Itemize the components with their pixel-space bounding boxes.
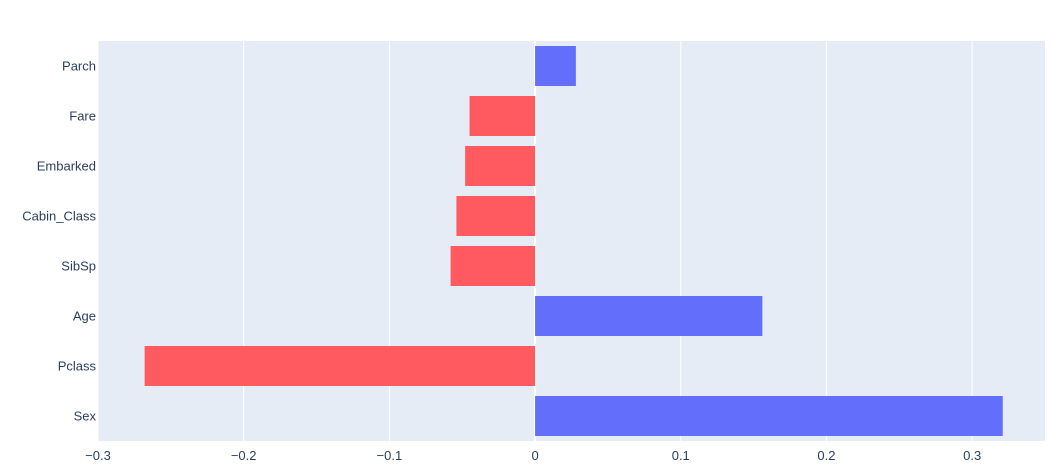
bar-sex: [535, 396, 1003, 436]
x-axis-tick-labels: −0.3 −0.2 −0.1 0 0.1 0.2 0.3: [85, 448, 981, 463]
bar-cabin-class: [456, 196, 536, 236]
y-tick-label: Pclass: [58, 359, 97, 374]
bars: [144, 46, 1003, 436]
bar-parch: [535, 46, 576, 86]
y-tick-label: Age: [73, 309, 96, 324]
bar-sibsp: [450, 246, 536, 286]
y-tick-label: Cabin_Class: [22, 209, 96, 224]
x-tick-label: −0.3: [85, 448, 111, 463]
y-axis-tick-labels: Sex Pclass Age SibSp Cabin_Class Embarked Fare…: [22, 59, 96, 424]
bar-pclass: [144, 346, 536, 386]
x-tick-label: −0.1: [377, 448, 403, 463]
y-tick-label: SibSp: [61, 259, 96, 274]
bar-age: [535, 296, 763, 336]
x-tick-label: 0.1: [672, 448, 690, 463]
y-tick-label: Fare: [69, 109, 96, 124]
y-tick-label: Embarked: [37, 159, 96, 174]
x-tick-label: 0.3: [963, 448, 981, 463]
bar-fare: [469, 96, 536, 136]
x-tick-label: 0.2: [817, 448, 835, 463]
y-tick-label: Sex: [74, 409, 97, 424]
x-tick-label: 0: [531, 448, 538, 463]
y-tick-label: Parch: [62, 59, 96, 74]
bar-embarked: [465, 146, 536, 186]
x-tick-label: −0.2: [231, 448, 257, 463]
